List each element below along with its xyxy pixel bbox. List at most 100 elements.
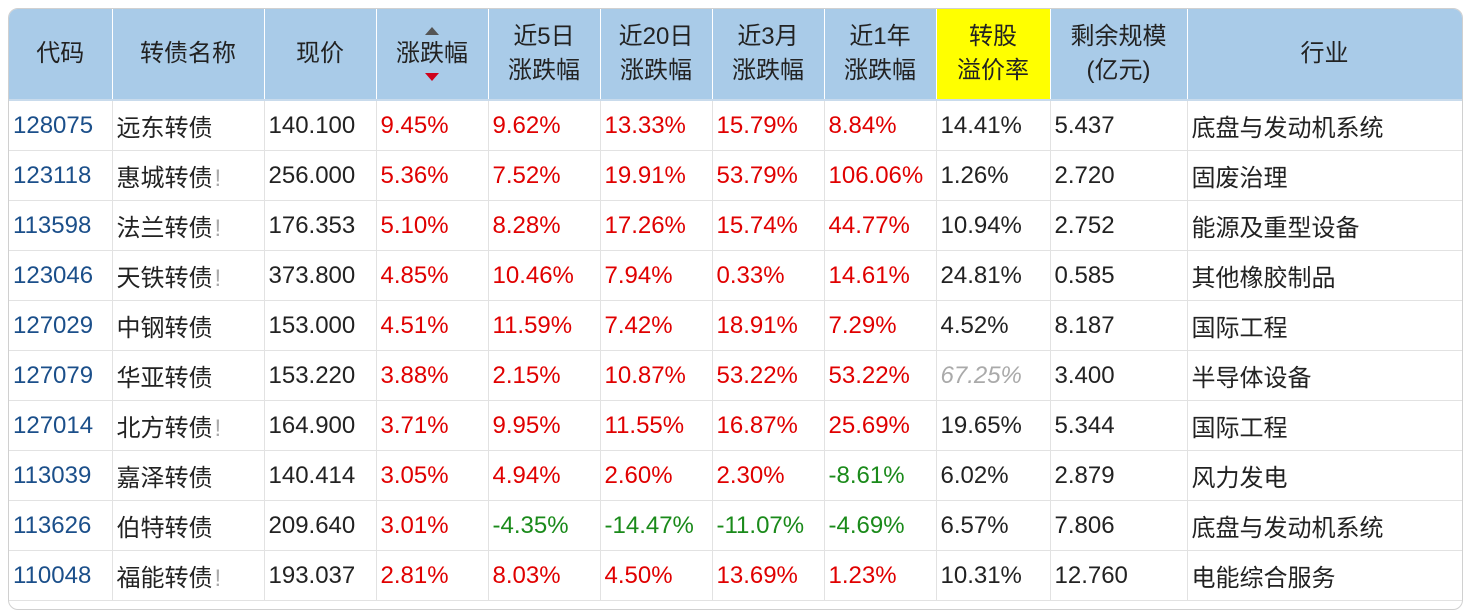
bond-code-link[interactable]: 123046	[13, 261, 94, 289]
bond-name: 福能转债	[116, 565, 213, 592]
bond-name: 华亚转债	[116, 365, 213, 392]
column-header-code[interactable]: 代码	[9, 9, 113, 101]
column-header-industry[interactable]: 行业	[1187, 9, 1462, 101]
cell-value: 半导体设备	[1191, 365, 1312, 392]
bond-name: 惠城转债	[116, 165, 213, 192]
table-row[interactable]: 113598 法兰转债! 176.353 5.10% 8.28% 17.26% 15.74%…	[9, 200, 1462, 251]
cell-value: 4.51%	[380, 311, 449, 339]
cell-scale: 2.720	[1050, 150, 1188, 201]
cell-chg3m: 18.91%	[712, 300, 825, 351]
bond-code-link[interactable]: 123118	[13, 161, 92, 189]
column-header-label: 近1年	[849, 23, 911, 50]
cell-value: 1.23%	[828, 561, 897, 589]
cell-chg3m: 53.22%	[712, 350, 825, 401]
column-header-sublabel: 涨跌幅	[732, 57, 804, 84]
cell-code: 127079	[9, 350, 113, 401]
bond-code-link[interactable]: 113598	[13, 211, 92, 239]
table-row[interactable]: 127029 中钢转债 153.000 4.51% 11.59% 7.42% 18.91% 7…	[9, 300, 1462, 351]
cell-value: 13.69%	[716, 561, 798, 589]
table-row[interactable]: 127079 华亚转债 153.220 3.88% 2.15% 10.87% 53.22% 5…	[9, 350, 1462, 401]
column-header-change[interactable]: 涨跌幅	[376, 9, 489, 101]
cell-value: 17.26%	[604, 211, 686, 239]
cell-code: 128075	[9, 100, 113, 151]
cell-value: -8.61%	[828, 461, 905, 489]
cell-value: -14.47%	[604, 511, 694, 539]
cell-premium: 1.26%	[936, 150, 1051, 201]
column-header-scale[interactable]: 剩余规模 (亿元)	[1050, 9, 1188, 101]
cell-value: 8.28%	[492, 211, 561, 239]
sort-asc-icon[interactable]	[425, 27, 439, 35]
table-row[interactable]: 127014 北方转债! 164.900 3.71% 9.95% 11.55% 16.87%…	[9, 400, 1462, 451]
bond-code-link[interactable]: 128075	[13, 111, 94, 139]
table-row[interactable]: 128075 远东转债 140.100 9.45% 9.62% 13.33% 15.79% 8…	[9, 100, 1462, 151]
cell-code: 123046	[9, 250, 113, 301]
warning-icon[interactable]: !	[214, 415, 222, 442]
warning-icon[interactable]: !	[214, 565, 222, 592]
column-header-chg1y[interactable]: 近1年涨跌幅	[824, 9, 937, 101]
cell-value: 固废治理	[1191, 165, 1288, 192]
cell-value: 9.95%	[492, 411, 561, 439]
cell-name: 北方转债!	[112, 400, 265, 451]
column-header-label: 剩余规模	[1070, 23, 1167, 50]
column-header-name[interactable]: 转债名称	[112, 9, 265, 101]
cell-chg5d: 10.46%	[488, 250, 601, 301]
cell-scale: 8.187	[1050, 300, 1188, 351]
sort-desc-icon[interactable]	[425, 73, 439, 81]
bond-name: 中钢转债	[116, 315, 213, 342]
warning-icon[interactable]: !	[214, 165, 222, 192]
bond-code-link[interactable]: 127029	[13, 311, 94, 339]
cell-value: 9.45%	[380, 111, 449, 139]
column-header-price[interactable]: 现价	[264, 9, 377, 101]
bond-name: 嘉泽转债	[116, 465, 213, 492]
bond-code-link[interactable]: 127014	[13, 411, 94, 439]
column-header-label: 涨跌幅	[396, 40, 468, 67]
table-row[interactable]: 113039 嘉泽转债 140.414 3.05% 4.94% 2.60% 2.30% -8.…	[9, 450, 1462, 501]
cell-chg20d: 13.33%	[600, 100, 713, 151]
column-header-chg3m[interactable]: 近3月 涨跌幅	[712, 9, 825, 101]
cell-code: 127029	[9, 300, 113, 351]
column-header-premium[interactable]: 转股 溢价率	[936, 9, 1051, 101]
column-header-sublabel: 涨跌幅	[508, 57, 580, 84]
table-row[interactable]: 123118 惠城转债! 256.000 5.36% 7.52% 19.91% 53.79%…	[9, 150, 1462, 201]
sort-control[interactable]: 涨跌幅	[396, 27, 468, 81]
cell-value: 1.26%	[940, 161, 1009, 189]
cell-chg3m: 15.74%	[712, 200, 825, 251]
column-header-sublabel: 溢价率	[957, 57, 1029, 84]
warning-icon[interactable]: !	[214, 215, 222, 242]
cell-change: 3.71%	[376, 400, 489, 451]
cell-value: 7.29%	[828, 311, 897, 339]
bond-code-link[interactable]: 113039	[13, 461, 92, 489]
column-header-label: 代码	[36, 40, 85, 67]
bond-name: 北方转债	[116, 415, 213, 442]
table-row[interactable]: 110048 福能转债! 193.037 2.81% 8.03% 4.50% 13.69% 1…	[9, 550, 1462, 601]
cell-change: 5.10%	[376, 200, 489, 251]
column-header-chg20d[interactable]: 近20日 涨跌幅	[600, 9, 713, 101]
table-row[interactable]: 123046 天铁转债! 373.800 4.85% 10.46% 7.94% 0.33% 1…	[9, 250, 1462, 301]
cell-value: 7.52%	[492, 161, 561, 189]
cell-value: 14.41%	[940, 111, 1022, 139]
bond-code-link[interactable]: 113626	[13, 511, 92, 539]
cell-chg5d: 8.03%	[488, 550, 601, 601]
cell-chg1y: 8.84%	[824, 100, 937, 151]
cell-value: 10.46%	[492, 261, 574, 289]
cell-name: 华亚转债	[112, 350, 265, 401]
bond-table-panel: 代码 转债名称 现价 涨跌幅 近5日 涨跌幅 近20日 涨跌幅 近3月 涨跌幅 近1年 涨跌幅 转股 溢价…	[8, 8, 1463, 610]
cell-industry: 底盘与发动机系统	[1187, 500, 1462, 551]
cell-value: 16.87%	[716, 411, 798, 439]
cell-name: 惠城转债!	[112, 150, 265, 201]
cell-premium: 67.25%	[936, 350, 1051, 401]
table-row[interactable]: 113626 伯特转债 209.640 3.01% -4.35% -14.47% -11.0…	[9, 500, 1462, 551]
column-header-chg5d[interactable]: 近5日 涨跌幅	[488, 9, 601, 101]
cell-value: -4.69%	[828, 511, 905, 539]
warning-icon[interactable]: !	[214, 265, 222, 292]
cell-scale: 2.752	[1050, 200, 1188, 251]
cell-value: 15.74%	[716, 211, 798, 239]
bond-code-link[interactable]: 127079	[13, 361, 94, 389]
cell-scale: 0.585	[1050, 250, 1188, 301]
cell-price: 153.000	[264, 300, 377, 351]
table-body: 128075 远东转债 140.100 9.45% 9.62% 13.33% 15.79% 8…	[9, 100, 1462, 601]
cell-code: 113039	[9, 450, 113, 501]
column-header-sublabel: 涨跌幅	[844, 57, 916, 84]
bond-code-link[interactable]: 110048	[13, 561, 92, 589]
cell-value: 9.62%	[492, 111, 561, 139]
